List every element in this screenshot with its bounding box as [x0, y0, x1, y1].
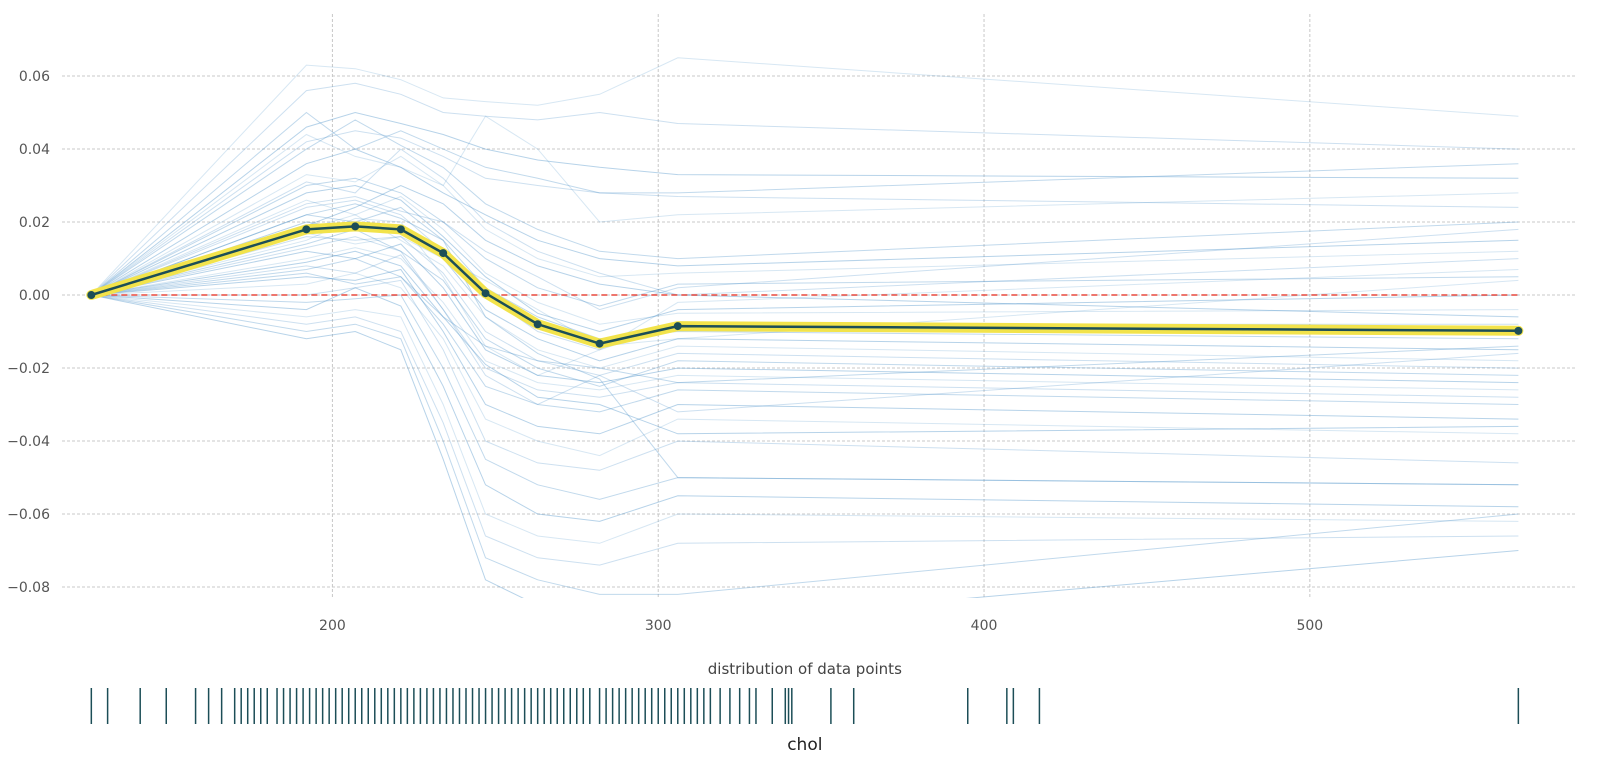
y-tick-label: −0.02 — [7, 361, 50, 377]
y-tick-label: 0.00 — [19, 288, 50, 304]
individual-line — [91, 279, 1519, 471]
x-tick-label: 400 — [971, 618, 998, 634]
x-tick-label: 500 — [1296, 618, 1323, 634]
x-tick-label: 300 — [645, 618, 672, 634]
average-point — [481, 289, 490, 298]
average-point — [302, 225, 311, 234]
individual-line — [91, 195, 1519, 311]
individual-line — [91, 203, 1519, 486]
average-point — [396, 225, 405, 234]
average-point — [595, 339, 604, 348]
average-point — [533, 320, 542, 329]
individual-line — [90, 82, 1519, 296]
y-tick-label: −0.08 — [7, 580, 50, 596]
y-tick-label: 0.02 — [19, 215, 50, 231]
individual-line — [91, 272, 1519, 457]
individual-line — [91, 217, 1519, 376]
individual-line — [91, 221, 1519, 362]
y-tick-label: 0.06 — [19, 69, 50, 85]
individual-line — [91, 228, 1519, 387]
grid-lines — [62, 14, 1577, 598]
individual-line — [91, 250, 1519, 435]
individual-line — [91, 272, 1519, 384]
individual-line — [90, 111, 1519, 296]
average-point — [351, 222, 360, 231]
individual-line — [91, 130, 1519, 296]
y-tick-label: −0.04 — [7, 434, 50, 450]
average-point — [1514, 326, 1523, 335]
individual-line — [91, 214, 1519, 369]
individual-line — [91, 254, 1519, 398]
individual-line — [91, 236, 1519, 413]
individual-line — [91, 184, 1519, 333]
average-point — [439, 249, 448, 258]
individual-line — [91, 294, 1519, 566]
y-tick-label: −0.06 — [7, 507, 50, 523]
individual-line — [90, 111, 1519, 296]
individual-line — [91, 247, 1519, 391]
individual-line — [91, 294, 1519, 544]
individual-line — [91, 268, 1519, 435]
average-point — [673, 322, 682, 331]
individual-line — [91, 195, 1519, 325]
individual-line — [91, 177, 1519, 307]
individual-line — [90, 57, 1519, 296]
x-tick-label: 200 — [319, 618, 346, 634]
individual-line — [91, 155, 1519, 296]
individual-line — [91, 236, 1519, 376]
individual-line — [91, 115, 1519, 296]
individual-lines — [90, 57, 1519, 598]
average-point — [87, 291, 96, 300]
y-tick-label: 0.04 — [19, 142, 50, 158]
average-markers — [87, 222, 1523, 348]
individual-line — [91, 119, 1519, 296]
individual-line — [91, 258, 1519, 413]
individual-line — [91, 294, 1519, 598]
rug-plot — [90, 688, 1520, 724]
individual-line — [91, 294, 1519, 500]
individual-line — [91, 243, 1519, 384]
x-axis-label: chol — [787, 735, 822, 755]
individual-line — [91, 294, 1519, 595]
distribution-label: distribution of data points — [708, 660, 902, 678]
x-tick-labels: 200 300 400 500 — [319, 618, 1323, 634]
average-line — [90, 225, 1519, 345]
individual-line — [91, 184, 1519, 318]
individual-line — [91, 287, 1519, 522]
individual-line — [91, 148, 1519, 296]
y-tick-labels: 0.06 0.04 0.02 0.00 −0.02 −0.04 −0.06 −0.08 — [7, 69, 50, 596]
individual-line — [91, 148, 1519, 296]
